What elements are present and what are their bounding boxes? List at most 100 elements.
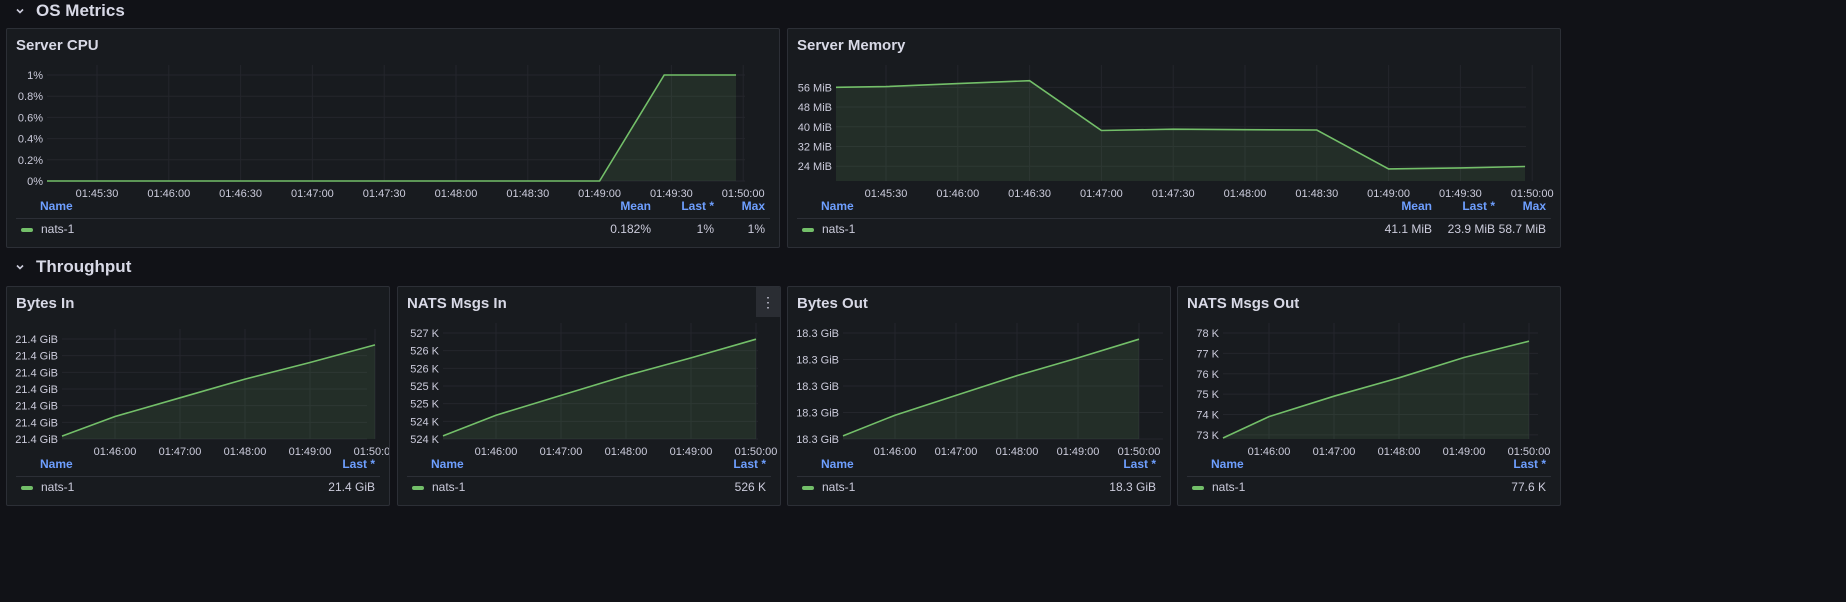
y-tick-label: 75 K xyxy=(1196,389,1219,401)
x-tick-label: 01:50:00 xyxy=(1511,188,1554,200)
y-tick-label: 32 MiB xyxy=(798,141,832,153)
series-color-swatch xyxy=(412,485,424,490)
more-vertical-icon: ⋮ xyxy=(761,293,775,310)
legend-separator xyxy=(16,218,770,219)
x-tick-label: 01:47:30 xyxy=(1152,188,1195,200)
legend-value-last: 23.9 MiB xyxy=(1447,222,1495,236)
legend-value-last: 21.4 GiB xyxy=(328,480,375,494)
series-color-swatch xyxy=(21,485,33,490)
chart-svg: 0% 0.2% 0.4% 0.6% 0.8% 1% 01:45:30 01:46:00 01:4… xyxy=(18,65,765,200)
legend-header-last[interactable]: Last * xyxy=(1462,199,1495,213)
legend-item-nats-1[interactable]: nats-1 xyxy=(21,480,74,494)
legend-header-last[interactable]: Last * xyxy=(1513,457,1546,471)
x-tick-label: 01:49:00 xyxy=(1367,188,1410,200)
y-tick-label: 527 K xyxy=(410,328,439,340)
x-tick-label: 01:48:00 xyxy=(996,446,1039,458)
panel-nats-msgs-in[interactable]: NATS Msgs In ⋮ 524 K 524 K 525 K 525 K 526 K… xyxy=(397,286,781,506)
legend-header-last[interactable]: Last * xyxy=(681,199,714,213)
legend-header-last[interactable]: Last * xyxy=(342,457,375,471)
x-tick-label: 01:49:30 xyxy=(650,188,693,200)
y-tick-label: 48 MiB xyxy=(798,102,832,114)
legend-separator xyxy=(1187,476,1551,477)
legend-header-mean[interactable]: Mean xyxy=(620,199,651,213)
panel-bytes-in[interactable]: Bytes In 21.4 GiB 21.4 GiB 21.4 GiB 21.4 Gi… xyxy=(6,286,390,506)
y-tick-label: 21.4 GiB xyxy=(15,384,58,396)
panel-menu-button[interactable]: ⋮ xyxy=(756,287,780,317)
legend-header-name[interactable]: Name xyxy=(431,457,464,471)
x-tick-label: 01:46:30 xyxy=(219,188,262,200)
x-tick-label: 01:48:00 xyxy=(605,446,648,458)
series-color-swatch xyxy=(1192,485,1204,490)
panel-nats-msgs-out[interactable]: NATS Msgs Out 73 K 74 K 75 K 76 K 77 K 78 K 01… xyxy=(1177,286,1561,506)
panel-server-memory[interactable]: Server Memory 24 MiB 32 MiB 40 MiB 48 MiB 56… xyxy=(787,28,1561,248)
y-tick-label: 18.3 GiB xyxy=(796,328,839,340)
y-tick-label: 526 K xyxy=(410,363,439,375)
legend-header-mean[interactable]: Mean xyxy=(1401,199,1432,213)
x-tick-label: 01:47:00 xyxy=(159,446,202,458)
legend-value-last: 1% xyxy=(696,222,714,236)
legend-series-name: nats-1 xyxy=(432,480,466,494)
legend-header-name[interactable]: Name xyxy=(821,199,854,213)
legend-header-last[interactable]: Last * xyxy=(733,457,766,471)
y-tick-label: 21.4 GiB xyxy=(15,367,58,379)
chevron-down-icon xyxy=(16,8,24,14)
chart-svg: 524 K 524 K 525 K 525 K 526 K 526 K 527 K 01:46… xyxy=(410,323,777,458)
legend-header-name[interactable]: Name xyxy=(821,457,854,471)
panel-title: Server CPU xyxy=(16,37,99,54)
y-tick-label: 0% xyxy=(27,176,43,188)
series-line-nats-1 xyxy=(842,338,1140,437)
x-tick-label: 01:46:00 xyxy=(475,446,518,458)
legend-value-max: 58.7 MiB xyxy=(1498,222,1546,236)
legend-header-name[interactable]: Name xyxy=(40,199,73,213)
row-header-os-metrics[interactable]: OS Metrics xyxy=(0,0,125,22)
y-tick-label: 525 K xyxy=(410,399,439,411)
x-tick-label: 01:50:00 xyxy=(1508,446,1551,458)
x-tick-label: 01:46:00 xyxy=(936,188,979,200)
panel-title: Server Memory xyxy=(797,37,906,54)
x-tick-label: 01:48:00 xyxy=(1378,446,1421,458)
panel-bytes-out[interactable]: Bytes Out 18.3 GiB 18.3 GiB 18.3 GiB 18.3 G… xyxy=(787,286,1171,506)
legend-item-nats-1[interactable]: nats-1 xyxy=(412,480,465,494)
legend-value-max: 1% xyxy=(747,222,765,236)
legend-item-nats-1[interactable]: nats-1 xyxy=(802,480,855,494)
chart-svg: 24 MiB 32 MiB 40 MiB 48 MiB 56 MiB 01:45:30 01… xyxy=(798,65,1554,200)
series-line-nats-1 xyxy=(835,79,1526,170)
row-header-throughput[interactable]: Throughput xyxy=(0,256,131,278)
x-tick-label: 01:50:00 xyxy=(354,446,390,458)
legend-header-name[interactable]: Name xyxy=(1211,457,1244,471)
y-tick-label: 1% xyxy=(27,70,43,82)
x-tick-label: 01:47:30 xyxy=(363,188,406,200)
panel-title: Bytes In xyxy=(16,295,75,312)
x-tick-label: 01:48:00 xyxy=(435,188,478,200)
y-tick-label: 21.4 GiB xyxy=(15,434,58,446)
x-tick-label: 01:47:00 xyxy=(1080,188,1123,200)
y-tick-label: 40 MiB xyxy=(798,122,832,134)
panel-server-cpu[interactable]: Server CPU 0% 0.2% 0.4% 0.6% 0.8% 1% 01:45:30 0… xyxy=(6,28,780,248)
y-tick-label: 56 MiB xyxy=(798,82,832,94)
y-tick-label: 73 K xyxy=(1196,430,1219,442)
legend-header-last[interactable]: Last * xyxy=(1123,457,1156,471)
legend-header-max[interactable]: Max xyxy=(1522,199,1546,213)
legend-item-nats-1[interactable]: nats-1 xyxy=(802,222,855,236)
series-line-nats-1 xyxy=(61,344,376,437)
x-tick-label: 01:48:00 xyxy=(224,446,267,458)
y-tick-label: 21.4 GiB xyxy=(15,417,58,429)
legend-series-name: nats-1 xyxy=(41,480,75,494)
legend-separator xyxy=(797,218,1551,219)
legend-header-max[interactable]: Max xyxy=(741,199,765,213)
legend-value-mean: 41.1 MiB xyxy=(1384,222,1432,236)
row-title: Throughput xyxy=(36,257,132,276)
x-tick-label: 01:50:00 xyxy=(722,188,765,200)
y-tick-label: 21.4 GiB xyxy=(15,401,58,413)
legend-header-name[interactable]: Name xyxy=(40,457,73,471)
y-tick-label: 18.3 GiB xyxy=(796,434,839,446)
series-line-nats-1 xyxy=(47,74,736,182)
legend-value-last: 526 K xyxy=(734,480,766,494)
x-tick-label: 01:48:30 xyxy=(1295,188,1338,200)
legend-separator xyxy=(797,476,1161,477)
series-color-swatch xyxy=(21,227,33,232)
legend-item-nats-1[interactable]: nats-1 xyxy=(1192,480,1245,494)
legend-item-nats-1[interactable]: nats-1 xyxy=(21,222,74,236)
y-tick-label: 524 K xyxy=(410,416,439,428)
series-area xyxy=(836,80,1525,181)
